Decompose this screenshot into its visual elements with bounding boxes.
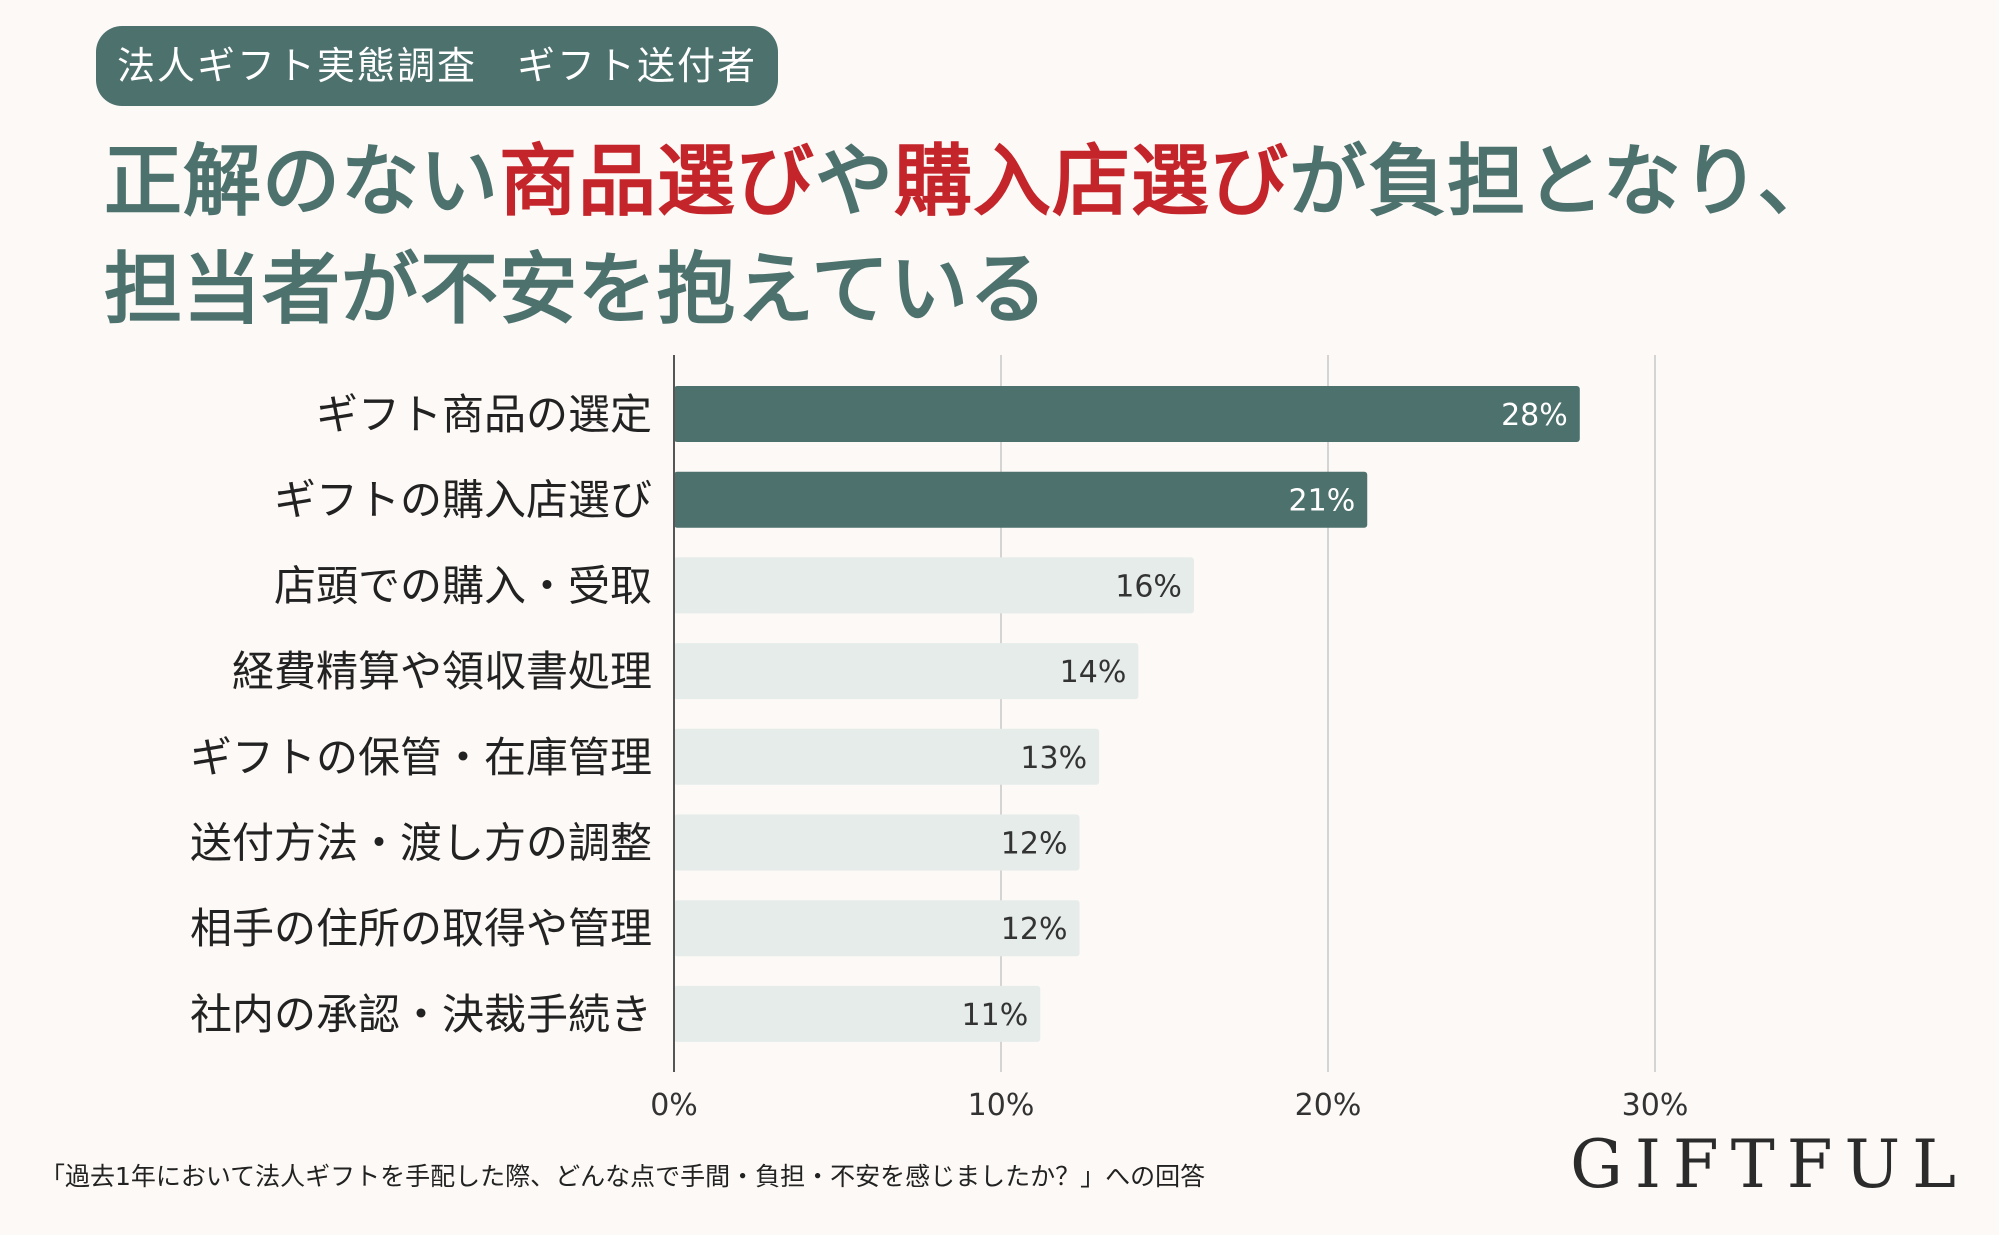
bar-value-label: 14% — [1060, 655, 1127, 690]
bar — [674, 386, 1580, 442]
survey-badge: 法人ギフト実態調査 ギフト送付者 — [96, 26, 778, 106]
headline-text: が負担となり、 — [1289, 137, 1837, 227]
bar-value-label: 12% — [1001, 827, 1068, 862]
headline-highlight-store: 購入店選び — [894, 137, 1290, 227]
category-label: 社内の承認・決裁手続き — [190, 990, 652, 1039]
category-label: 店頭での購入・受取 — [274, 561, 652, 610]
headline-text: 正解のない — [104, 137, 500, 227]
bar-value-label: 16% — [1115, 569, 1182, 604]
bar-value-label: 11% — [962, 998, 1029, 1033]
category-label: ギフト商品の選定 — [316, 390, 652, 439]
bar — [674, 814, 1080, 871]
headline-highlight-product: 商品選び — [499, 137, 816, 227]
giftful-logo: GIFTFUL — [1570, 1126, 1968, 1203]
headline-text: や — [815, 137, 895, 227]
x-tick-label: 10% — [968, 1088, 1035, 1123]
category-label: ギフトの保管・在庫管理 — [190, 733, 652, 782]
bar-value-label: 28% — [1501, 398, 1568, 433]
bar — [674, 643, 1139, 700]
headline: 正解のない商品選びや購入店選びが負担となり、 担当者が不安を抱えている — [104, 128, 1837, 344]
category-label: 経費精算や領収書処理 — [232, 647, 652, 696]
bar — [674, 557, 1194, 614]
bar-value-label: 12% — [1001, 912, 1068, 947]
category-label: 相手の住所の取得や管理 — [190, 904, 652, 953]
bar — [674, 985, 1041, 1042]
bar-value-label: 21% — [1289, 484, 1356, 519]
x-tick-label: 30% — [1622, 1088, 1689, 1123]
bar-value-label: 13% — [1020, 741, 1087, 776]
category-label: 送付方法・渡し方の調整 — [190, 819, 652, 868]
category-label: ギフトの購入店選び — [274, 476, 652, 525]
headline-line-1: 正解のない商品選びや購入店選びが負担となり、 — [104, 128, 1837, 236]
footnote: 「過去1年において法人ギフトを手配した際、どんな点で手間・負担・不安を感じました… — [40, 1162, 1206, 1191]
bar — [674, 900, 1080, 957]
bar — [674, 471, 1368, 528]
x-tick-label: 0% — [650, 1088, 698, 1123]
headline-line-2: 担当者が不安を抱えている — [104, 245, 1049, 335]
bar — [674, 728, 1100, 785]
x-tick-label: 20% — [1295, 1088, 1362, 1123]
